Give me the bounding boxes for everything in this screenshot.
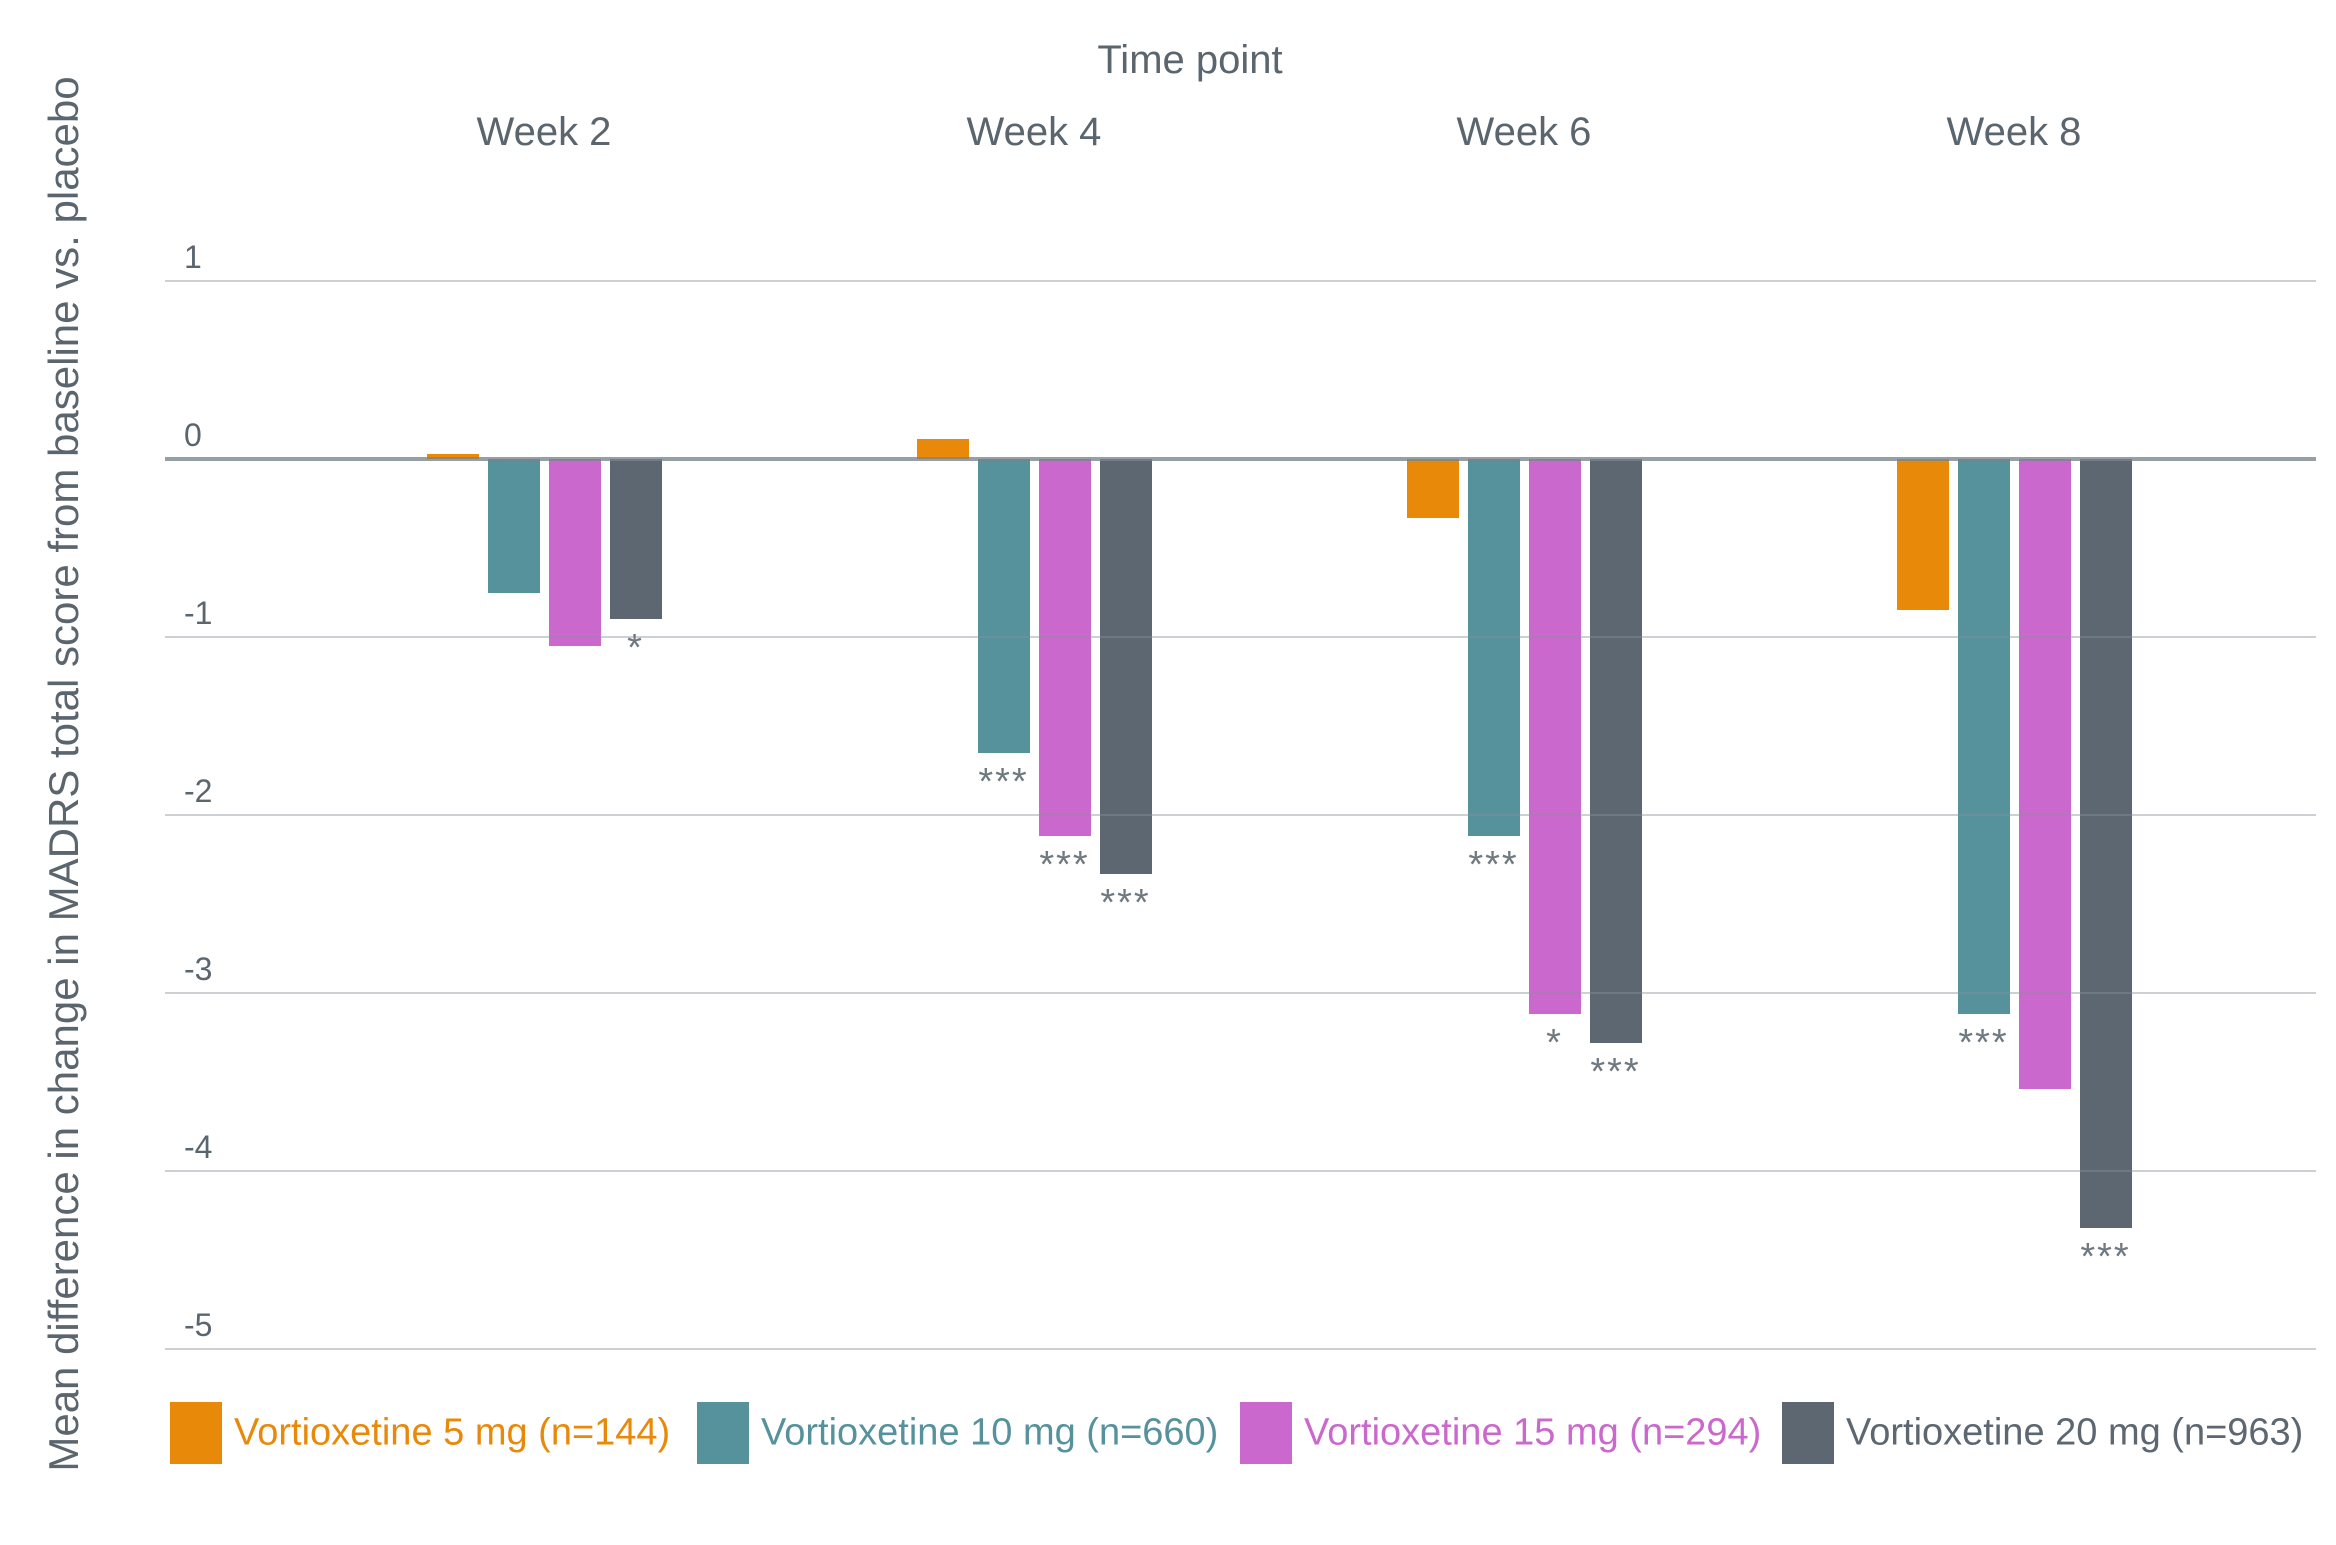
gridline--3: [165, 992, 2316, 994]
gridline--2: [165, 814, 2316, 816]
bar-vortioxetine-15-mg-week-4: [1038, 459, 1091, 837]
y-tick-label--5: -5: [184, 1307, 213, 1343]
legend-swatch: [170, 1402, 222, 1464]
significance-marker: *: [627, 627, 644, 670]
bar-vortioxetine-20-mg-week-2: [609, 459, 662, 620]
significance-marker: ***: [1039, 844, 1090, 887]
chart-title: Time point: [1097, 38, 1283, 82]
bar-vortioxetine-10-mg-week-4: [977, 459, 1030, 753]
y-tick-label--4: -4: [184, 1129, 213, 1165]
legend-swatch: [697, 1402, 749, 1464]
bar-vortioxetine-5-mg-week-6: [1406, 459, 1459, 518]
gridline--1: [165, 636, 2316, 638]
y-tick-label--3: -3: [184, 951, 213, 987]
significance-marker: ***: [1100, 881, 1151, 924]
significance-marker: *: [1546, 1022, 1563, 1065]
bar-vortioxetine-10-mg-week-6: [1467, 459, 1520, 837]
gridline-0: [165, 457, 2316, 461]
y-axis-title: Mean difference in change in MADRS total…: [40, 76, 87, 1472]
bar-vortioxetine-20-mg-week-8: [2079, 459, 2132, 1228]
bar-vortioxetine-5-mg-week-4: [916, 439, 969, 459]
gridline-1: [165, 280, 2316, 282]
legend-label: Vortioxetine 20 mg (n=963): [1846, 1411, 2304, 1454]
week-label-2: Week 4: [966, 110, 1102, 154]
bar-vortioxetine-20-mg-week-4: [1099, 459, 1152, 874]
y-tick-label-1: 1: [184, 239, 202, 275]
bar-vortioxetine-10-mg-week-2: [487, 459, 540, 593]
bar-vortioxetine-5-mg-week-8: [1896, 459, 1949, 611]
y-tick-label-0: 0: [184, 417, 202, 453]
week-label-3: Week 6: [1456, 110, 1592, 154]
legend-label: Vortioxetine 10 mg (n=660): [761, 1411, 1219, 1454]
bar-vortioxetine-15-mg-week-8: [2018, 459, 2071, 1090]
significance-marker: ***: [2080, 1235, 2131, 1278]
significance-marker: ***: [1590, 1050, 1641, 1093]
significance-marker: ***: [1468, 844, 1519, 887]
legend-label: Vortioxetine 5 mg (n=144): [234, 1411, 671, 1454]
week-label-4: Week 8: [1946, 110, 2082, 154]
bar-vortioxetine-20-mg-week-6: [1589, 459, 1642, 1043]
week-label-1: Week 2: [476, 110, 612, 154]
bar-vortioxetine-15-mg-week-2: [548, 459, 601, 646]
legend-swatch: [1240, 1402, 1292, 1464]
bar-vortioxetine-15-mg-week-6: [1528, 459, 1581, 1015]
y-tick-label--2: -2: [184, 773, 213, 809]
significance-marker: ***: [1958, 1022, 2009, 1065]
legend: Vortioxetine 5 mg (n=144) Vortioxetine 10…: [0, 1402, 2336, 1472]
legend-swatch: [1782, 1402, 1834, 1464]
bar-vortioxetine-5-mg-week-2: [426, 453, 479, 459]
gridline--4: [165, 1170, 2316, 1172]
bar-vortioxetine-10-mg-week-8: [1957, 459, 2010, 1015]
legend-label: Vortioxetine 15 mg (n=294): [1304, 1411, 1762, 1454]
significance-marker: ***: [978, 760, 1029, 803]
gridline--5: [165, 1348, 2316, 1350]
y-tick-label--1: -1: [184, 595, 213, 631]
